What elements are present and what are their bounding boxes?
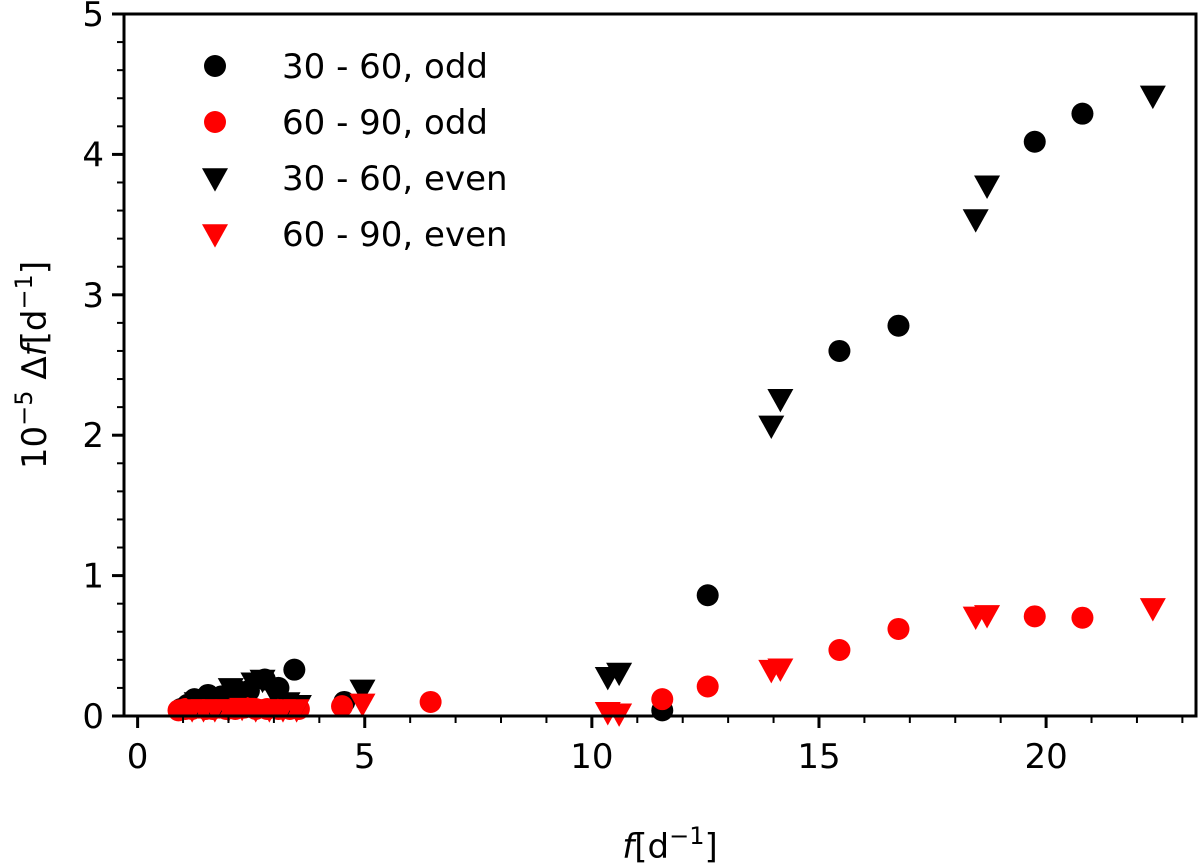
y-axis-label: 10−5 Δf[d−1] xyxy=(10,261,55,469)
x-tick-label: 5 xyxy=(354,737,376,777)
data-point-series-0-15 xyxy=(696,584,719,607)
data-point-series-1-16 xyxy=(419,690,442,713)
y-tick-label: 4 xyxy=(82,135,104,175)
data-point-series-0-18 xyxy=(1023,130,1046,153)
legend-label-0: 30 - 60, odd xyxy=(282,47,488,87)
data-point-series-3-8 xyxy=(283,699,310,723)
data-point-series-1-17 xyxy=(651,688,674,711)
legend-marker-1 xyxy=(204,111,226,133)
data-point-series-1-19 xyxy=(828,639,851,662)
data-point-series-3-15 xyxy=(974,605,1001,629)
data-point-series-2-13 xyxy=(758,415,785,440)
data-point-series-2-14 xyxy=(767,388,794,413)
data-point-series-0-19 xyxy=(1071,102,1094,125)
legend-label-2: 30 - 60, even xyxy=(282,159,508,199)
data-point-series-2-4 xyxy=(229,682,256,706)
data-point-series-3-16 xyxy=(1139,598,1166,622)
data-point-series-2-6 xyxy=(249,669,276,694)
data-point-series-1-21 xyxy=(1023,605,1046,628)
data-point-series-3-9 xyxy=(349,693,376,718)
data-point-series-2-17 xyxy=(1139,85,1166,110)
data-point-series-0-12 xyxy=(283,658,306,681)
legend-marker-3 xyxy=(202,224,228,248)
y-tick-label: 3 xyxy=(82,276,104,316)
data-point-series-1-22 xyxy=(1071,606,1094,629)
data-point-series-0-16 xyxy=(828,339,851,362)
x-tick-label: 20 xyxy=(1024,737,1067,777)
data-point-series-2-16 xyxy=(974,175,1001,199)
y-tick-label: 5 xyxy=(82,0,104,35)
legend-label-1: 60 - 90, odd xyxy=(282,103,488,143)
plot-frame xyxy=(122,12,1198,718)
legend-label-3: 60 - 90, even xyxy=(282,215,508,255)
x-axis: 0 5 10 15 20 xyxy=(127,716,1184,777)
legend-marker-2 xyxy=(202,168,228,192)
x-axis-label: f[d−1] xyxy=(622,822,718,865)
legend-marker-0 xyxy=(204,55,226,77)
legend: 30 - 60, odd 60 - 90, odd 30 - 60, even 60 … xyxy=(202,47,508,255)
data-point-series-0-17 xyxy=(887,314,910,337)
data-point-series-2-7 xyxy=(260,682,287,706)
data-point-series-1-18 xyxy=(696,675,719,698)
x-tick-label: 0 xyxy=(127,737,149,777)
y-tick-label: 2 xyxy=(82,416,104,456)
y-tick-label: 1 xyxy=(82,557,104,597)
x-tick-label: 15 xyxy=(797,737,840,777)
data-point-series-2-12 xyxy=(606,662,633,687)
data-point-series-1-15 xyxy=(331,695,354,718)
data-point-series-1-20 xyxy=(887,617,910,640)
y-axis: 0 1 2 3 4 5 xyxy=(82,0,124,737)
data-point-series-3-13 xyxy=(767,658,794,682)
y-tick-label: 0 xyxy=(82,697,104,737)
data-point-series-2-10 xyxy=(349,679,376,703)
x-tick-label: 10 xyxy=(570,737,613,777)
data-marks xyxy=(167,85,1166,727)
data-point-series-2-15 xyxy=(962,209,989,233)
